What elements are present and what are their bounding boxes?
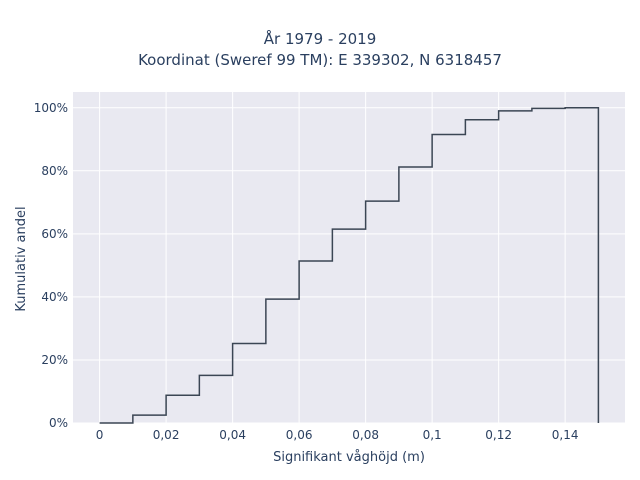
x-tick-label: 0,12 xyxy=(485,428,512,442)
plot-background xyxy=(73,92,625,423)
y-axis-label: Kumulativ andel xyxy=(14,206,29,311)
chart-title-line-2: Koordinat (Sweref 99 TM): E 339302, N 63… xyxy=(138,51,502,69)
y-tick-label: 20% xyxy=(41,353,68,367)
chart-title-line-1: År 1979 - 2019 xyxy=(263,30,377,48)
y-tick-label: 40% xyxy=(41,290,68,304)
x-tick-label: 0,1 xyxy=(423,428,442,442)
x-axis-label: Signifikant våghöjd (m) xyxy=(273,450,425,465)
y-gridlines xyxy=(73,107,625,424)
y-tick-label: 60% xyxy=(41,227,68,241)
series-layer xyxy=(99,107,600,424)
x-tick-labels: 0 0,02 0,04 0,06 0,08 0,1 0,12 0,14 xyxy=(96,428,579,442)
y-tick-label: 100% xyxy=(34,101,68,115)
cumulative-step-line xyxy=(99,107,600,424)
y-tick-label: 80% xyxy=(41,164,68,178)
x-tick-label: 0,14 xyxy=(552,428,579,442)
x-tick-label: 0,02 xyxy=(153,428,180,442)
x-tick-label: 0 xyxy=(96,428,104,442)
y-tick-labels: 0% 20% 40% 60% 80% 100% xyxy=(34,101,68,430)
x-tick-label: 0,06 xyxy=(286,428,313,442)
x-tick-label: 0,08 xyxy=(352,428,379,442)
x-tick-label: 0,04 xyxy=(219,428,246,442)
y-tick-label: 0% xyxy=(49,416,68,430)
